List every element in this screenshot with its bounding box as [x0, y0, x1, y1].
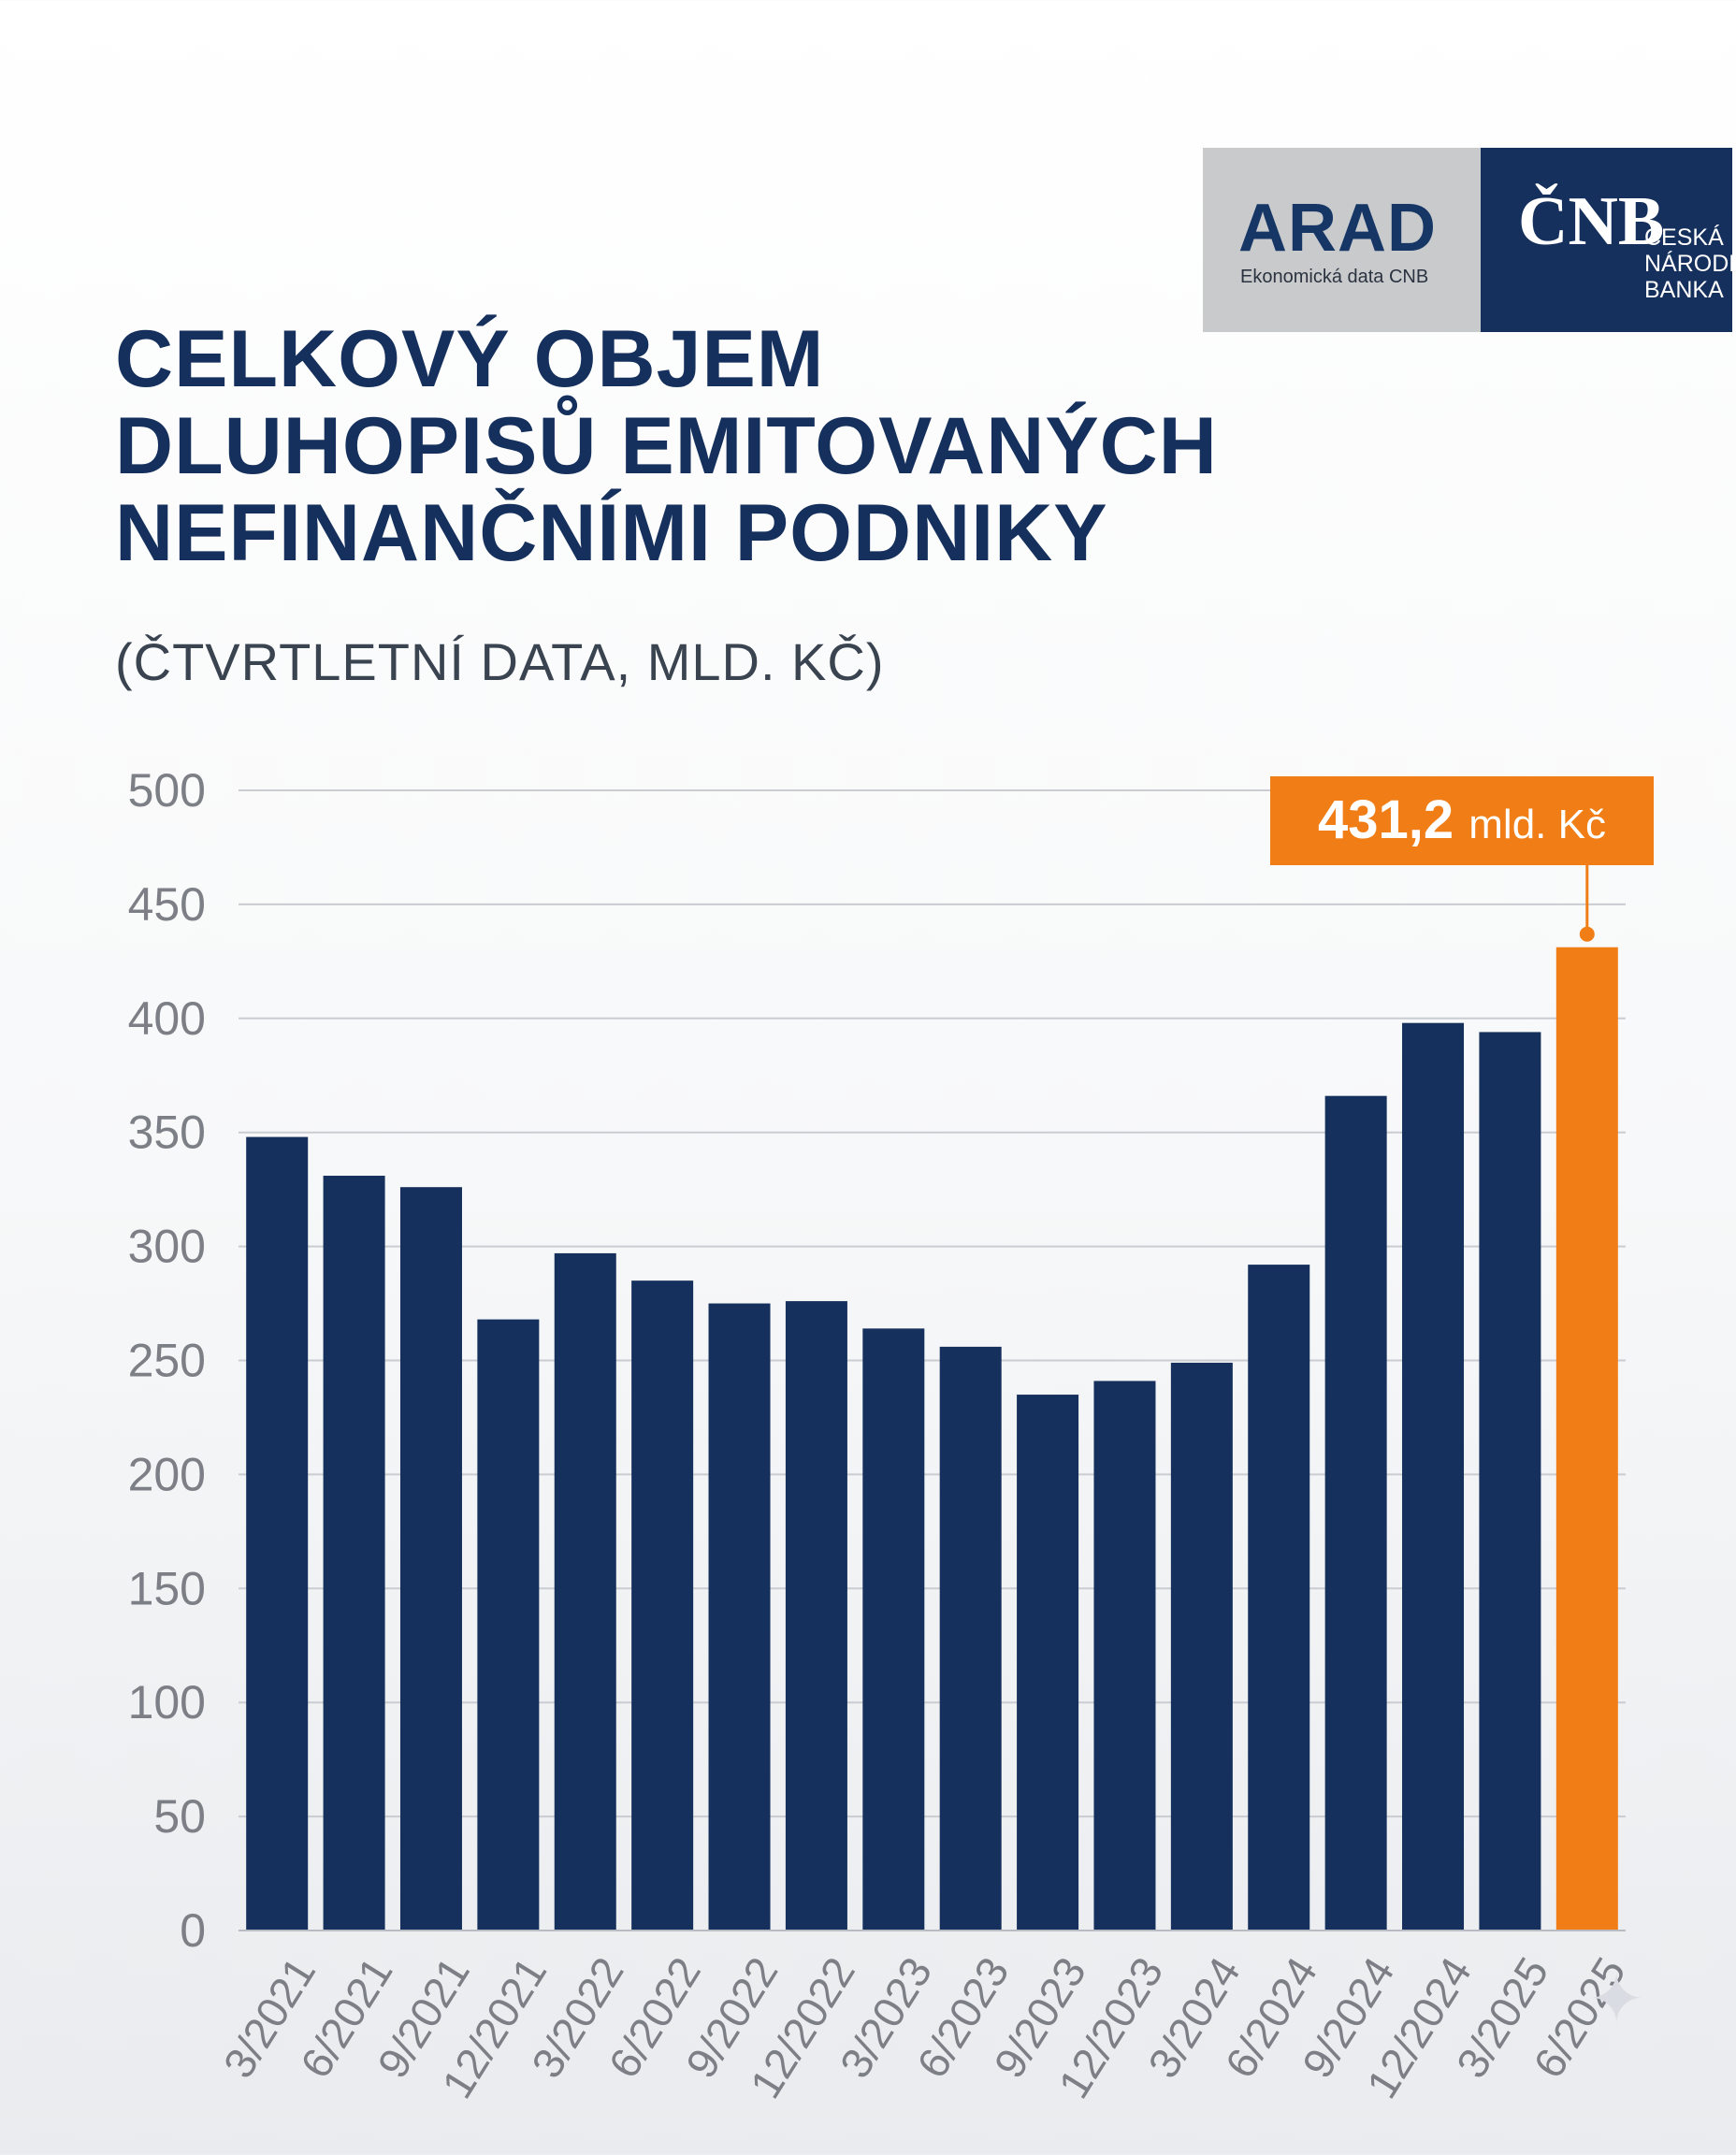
bar: [708, 1303, 771, 1931]
bar: [785, 1301, 847, 1931]
chart-title-line-2: DLUHOPISŮ EMITOVANÝCH: [115, 401, 1218, 491]
cnb-mark: ČNB: [1518, 183, 1665, 260]
cnb-line-3: BANKA: [1644, 277, 1724, 303]
arad-name: ARAD: [1238, 191, 1437, 266]
bar: [1402, 1022, 1465, 1931]
cnb-line-1: ČESKÁ: [1644, 224, 1724, 251]
callout-value: 431,2: [1318, 789, 1468, 850]
y-tick-label: 200: [128, 1448, 206, 1500]
callout-box: [1270, 776, 1654, 865]
y-tick-label: 500: [128, 764, 206, 817]
bar: [631, 1280, 694, 1931]
y-tick-label: 50: [153, 1790, 206, 1843]
cnb-line-2: NÁRODNÍ: [1644, 251, 1736, 277]
cnb-logo: ČNB ČESKÁ NÁRODNÍ BANKA: [1481, 148, 1736, 332]
bar: [1093, 1381, 1156, 1931]
chart-title: CELKOVÝ OBJEM DLUHOPISŮ EMITOVANÝCH NEFI…: [115, 316, 1425, 577]
y-tick-label: 100: [128, 1676, 206, 1728]
bar: [939, 1346, 1002, 1931]
bar: [477, 1319, 540, 1931]
y-tick-label: 250: [128, 1335, 206, 1387]
y-tick-label: 0: [180, 1904, 206, 1957]
bar: [323, 1176, 385, 1931]
callout-label: 431,2 mld. Kč: [1318, 789, 1606, 850]
bar: [246, 1136, 309, 1931]
y-tick-label: 300: [128, 1221, 206, 1273]
logos: ARAD Ekonomická data CNB ČNB ČESKÁ NÁROD…: [1203, 148, 1736, 332]
chart-title-line-1: CELKOVÝ OBJEM: [115, 314, 825, 404]
callout-dot: [1579, 926, 1595, 942]
arad-logo: ARAD Ekonomická data CNB: [1203, 148, 1481, 332]
y-tick-label: 400: [128, 992, 206, 1045]
bar: [1248, 1265, 1310, 1931]
y-tick-label: 150: [128, 1562, 206, 1614]
y-tick-label: 350: [128, 1106, 206, 1159]
bar: [554, 1252, 616, 1931]
sparkle-icon: ✦: [1588, 1962, 1645, 2037]
bar: [1479, 1032, 1541, 1931]
chart-title-line-3: NEFINANČNÍMI PODNIKY: [115, 488, 1108, 578]
y-tick-label: 450: [128, 878, 206, 931]
bar: [1324, 1095, 1387, 1931]
bar: [862, 1328, 925, 1931]
highlight-bar: [1555, 947, 1618, 1931]
callout-unit: mld. Kč: [1468, 802, 1606, 847]
bar: [1017, 1395, 1079, 1931]
chart-subtitle: (ČTVRTLETNÍ DATA, MLD. KČ): [115, 632, 885, 691]
arad-caption: Ekonomická data CNB: [1240, 267, 1429, 287]
bar: [399, 1187, 462, 1931]
bar: [1170, 1362, 1233, 1931]
